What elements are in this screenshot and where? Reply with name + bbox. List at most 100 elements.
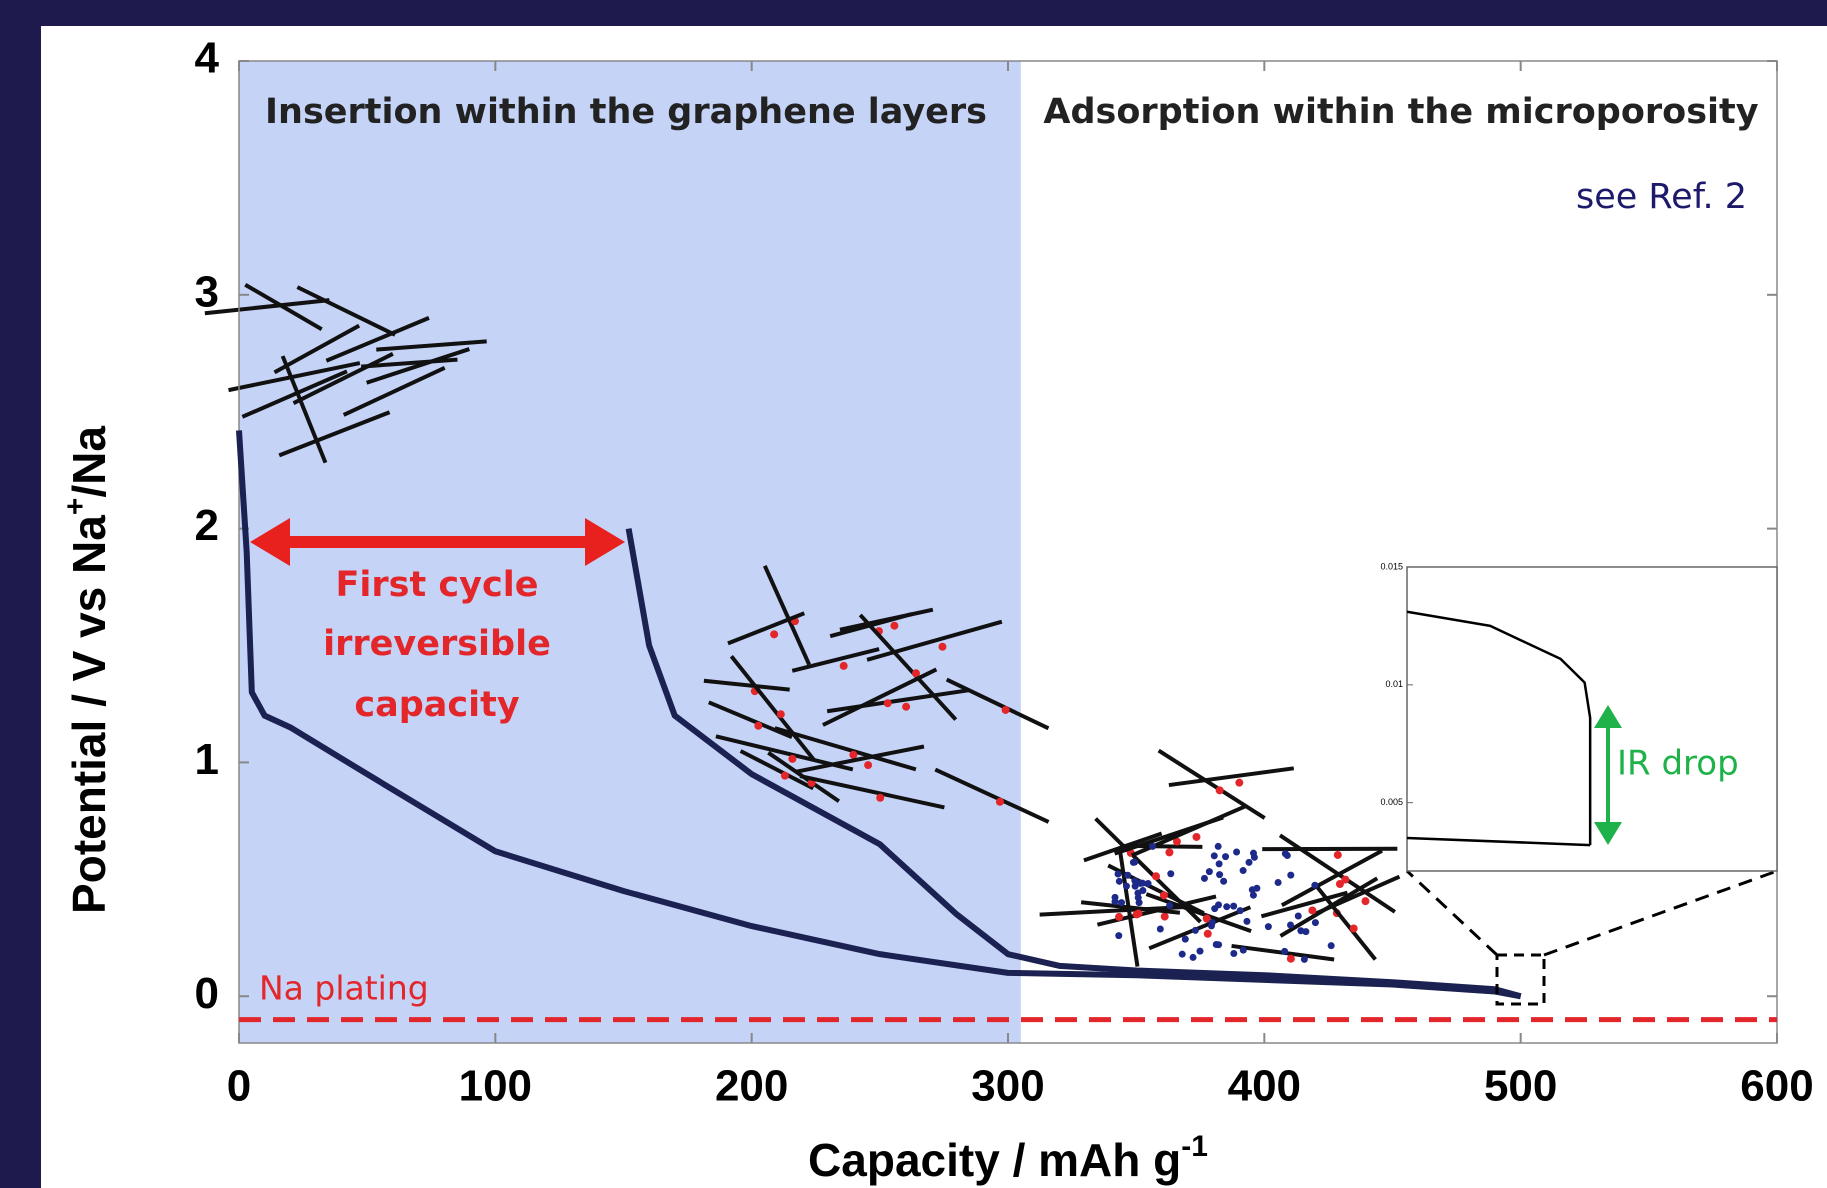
cluster-dot (1302, 928, 1310, 936)
sodium-dot (1192, 832, 1201, 841)
cluster-dot (1144, 880, 1152, 888)
graphene-sheet (727, 611, 806, 646)
x-label-sup: -1 (1181, 1130, 1208, 1163)
graphene-sheet (774, 726, 917, 772)
cluster-dot (1222, 853, 1230, 861)
y-tick-label: 2 (195, 501, 219, 550)
cluster-dot (1196, 947, 1204, 955)
graphene-sheet (703, 678, 790, 692)
cluster-dot (1134, 894, 1142, 902)
x-tick-label: 400 (1228, 1062, 1301, 1111)
graphene-sheet (795, 744, 925, 774)
graphene-sheet (273, 323, 361, 375)
sodium-dot (776, 710, 785, 719)
graphene-sheet (376, 339, 487, 352)
cluster-dot (1114, 870, 1122, 878)
y-tick-label: 4 (195, 34, 220, 83)
cluster-dot (1211, 905, 1219, 913)
cluster-dot (1311, 881, 1319, 889)
sodium-dot (1349, 924, 1358, 933)
sodium-dot (1308, 906, 1317, 915)
x-tick-label: 0 (227, 1062, 251, 1111)
cluster-dot (1111, 893, 1119, 901)
sodium-dot (995, 797, 1004, 806)
cluster-dot (1215, 941, 1223, 949)
graphene-sheet (1314, 874, 1401, 916)
cluster-dot (1124, 871, 1132, 879)
sodium-dot (849, 750, 858, 759)
sodium-dot (1341, 875, 1350, 884)
graphene-sheet (1039, 905, 1183, 917)
graphene-sheet (296, 285, 396, 337)
annotation: First cycle (336, 565, 539, 605)
series-line (1406, 610, 1592, 846)
sodium-dot (1333, 850, 1342, 859)
cluster-dot (1189, 953, 1197, 961)
graphene-sheet (866, 619, 1003, 662)
cluster-dot (1281, 947, 1289, 955)
inset-y-tick-label: 0.015 (1380, 561, 1403, 571)
cluster-dot (1223, 903, 1231, 911)
sodium-dot (1134, 909, 1143, 918)
sodium-dot (1001, 705, 1010, 714)
cluster-dot (1167, 870, 1175, 878)
sodium-dot (780, 771, 789, 780)
x-tick-label: 100 (459, 1062, 532, 1111)
cluster-dot (1118, 899, 1126, 907)
x-tick-label: 200 (715, 1062, 788, 1111)
cluster-dot (1166, 901, 1174, 909)
graphene-sheet (278, 410, 391, 458)
graphene-sheet (1080, 900, 1181, 915)
graphene-sheet (1083, 831, 1163, 863)
cluster-dot (1311, 919, 1319, 927)
sodium-dot (1159, 891, 1168, 900)
cluster-dot (1200, 874, 1208, 882)
arrow-head (250, 518, 290, 566)
y-tick-label: 0 (195, 969, 219, 1018)
ir-drop-label: IR drop (1617, 744, 1739, 784)
cluster-dot (1205, 868, 1213, 876)
graphene-sheet (365, 347, 470, 385)
sodium-dot (876, 793, 885, 802)
cluster-dot (1245, 858, 1253, 866)
arrow-head (1594, 705, 1622, 728)
cluster-dot (1214, 842, 1222, 850)
cluster-dot (1156, 925, 1164, 933)
cluster-dot (1149, 842, 1157, 850)
graphene-sheet (826, 688, 970, 714)
series-line (236, 430, 1522, 1000)
cluster-dot (1215, 860, 1223, 868)
sodium-dot (839, 661, 848, 670)
cluster-dot (1115, 877, 1123, 885)
annotation: irreversible (323, 624, 551, 664)
arrow-head (585, 518, 625, 566)
graphene-sheet (1107, 863, 1205, 916)
zoom-box (1495, 953, 1546, 1006)
sodium-dot (1152, 872, 1161, 881)
sodium-dot (890, 621, 899, 630)
sodium-dot (911, 669, 920, 678)
region-label: Adsorption within the microporosity (1043, 92, 1758, 132)
cluster-dot (1178, 950, 1186, 958)
sodium-dot (770, 630, 779, 639)
hline-label: Na plating (259, 969, 429, 1008)
sodium-dot (754, 721, 763, 730)
sodium-dot (883, 699, 892, 708)
y-tick-label: 3 (195, 267, 219, 316)
graphene-sheet (241, 369, 348, 419)
y-label-sup: + (59, 498, 92, 516)
cluster-dot (1210, 852, 1218, 860)
inset-y-tick-label: 0.005 (1380, 797, 1403, 807)
y-axis-label: Potential / V vs Na+/Na (59, 426, 115, 914)
cluster-dot (1283, 852, 1291, 860)
cluster-dot (1274, 878, 1282, 886)
graphene-sheet (1168, 766, 1295, 788)
x-axis-label: Capacity / mAh g-1 (808, 1130, 1208, 1186)
sodium-dot (1215, 786, 1224, 795)
graphene-sheet (799, 774, 945, 810)
annotation: capacity (354, 685, 520, 725)
cluster-dot (1191, 926, 1199, 934)
y-label-part: Potential / V vs Na (63, 515, 115, 914)
x-label-part: Capacity / mAh g (808, 1134, 1181, 1186)
cluster-dot (1294, 912, 1302, 920)
